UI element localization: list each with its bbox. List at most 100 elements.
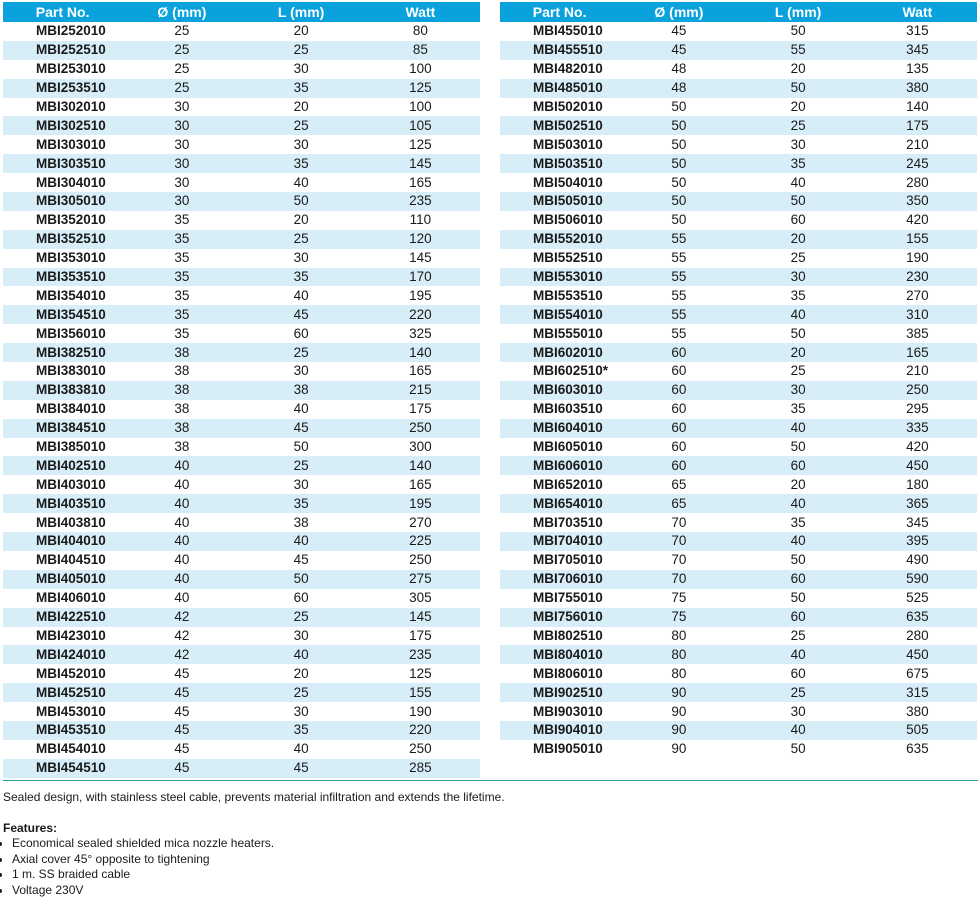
part-number: MBI385010 <box>3 438 122 457</box>
cell: 20 <box>242 22 361 41</box>
cell: 50 <box>619 154 738 173</box>
cell: 35 <box>242 268 361 287</box>
cell: 40 <box>122 570 241 589</box>
cell: 675 <box>858 664 977 683</box>
part-number: MBI354510 <box>3 305 122 324</box>
cell: 35 <box>122 324 241 343</box>
cell: 210 <box>858 135 977 154</box>
part-number: MBI603510 <box>500 400 619 419</box>
header-cell: L (mm) <box>739 2 858 22</box>
cell: 35 <box>739 400 858 419</box>
part-number: MBI553010 <box>500 268 619 287</box>
part-number: MBI252010 <box>3 22 122 41</box>
cell: 315 <box>858 22 977 41</box>
cell: 60 <box>619 381 738 400</box>
part-number: MBI704010 <box>500 532 619 551</box>
cell: 20 <box>739 475 858 494</box>
cell: 30 <box>242 475 361 494</box>
cell: 40 <box>122 513 241 532</box>
feature-item: 1 m. SS braided cable <box>12 867 274 883</box>
cell: 25 <box>739 362 858 381</box>
cell: 20 <box>739 230 858 249</box>
cell: 270 <box>361 513 480 532</box>
cell: 30 <box>739 702 858 721</box>
part-number: MBI383010 <box>3 362 122 381</box>
cell: 120 <box>361 230 480 249</box>
cell: 38 <box>122 343 241 362</box>
cell: 40 <box>739 173 858 192</box>
cell: 38 <box>242 513 361 532</box>
cell: 30 <box>242 702 361 721</box>
cell: 235 <box>361 645 480 664</box>
cell: 305 <box>361 589 480 608</box>
part-number: MBI806010 <box>500 664 619 683</box>
part-number: MBI652010 <box>500 475 619 494</box>
part-number: MBI455510 <box>500 41 619 60</box>
part-number: MBI455010 <box>500 22 619 41</box>
cell: 60 <box>619 419 738 438</box>
cell: 40 <box>739 305 858 324</box>
cell: 40 <box>739 645 858 664</box>
cell: 40 <box>242 645 361 664</box>
cell: 30 <box>122 154 241 173</box>
cell: 155 <box>361 683 480 702</box>
cell: 490 <box>858 551 977 570</box>
cell: 145 <box>361 154 480 173</box>
part-number: MBI252510 <box>3 41 122 60</box>
cell: 25 <box>242 608 361 627</box>
cell: 90 <box>619 740 738 759</box>
cell: 165 <box>361 362 480 381</box>
cell: 70 <box>619 513 738 532</box>
cell: 295 <box>858 400 977 419</box>
cell: 250 <box>361 551 480 570</box>
cell: 50 <box>619 98 738 117</box>
cell: 50 <box>619 135 738 154</box>
part-number: MBI402510 <box>3 456 122 475</box>
part-number: MBI804010 <box>500 645 619 664</box>
cell: 125 <box>361 79 480 98</box>
part-number: MBI602510* <box>500 362 619 381</box>
cell: 590 <box>858 570 977 589</box>
cell: 30 <box>122 173 241 192</box>
part-number: MBI424010 <box>3 645 122 664</box>
cell: 155 <box>858 230 977 249</box>
part-number: MBI303010 <box>3 135 122 154</box>
part-number: MBI384510 <box>3 419 122 438</box>
cell: 80 <box>619 645 738 664</box>
cell: 45 <box>122 683 241 702</box>
part-number: MBI502510 <box>500 116 619 135</box>
part-number: MBI354010 <box>3 286 122 305</box>
part-number: MBI485010 <box>500 79 619 98</box>
cell: 45 <box>619 41 738 60</box>
cell: 365 <box>858 494 977 513</box>
part-number: MBI352010 <box>3 211 122 230</box>
header-cell: Part No. <box>500 2 619 22</box>
cell: 38 <box>122 381 241 400</box>
part-number: MBI606010 <box>500 456 619 475</box>
cell: 60 <box>619 400 738 419</box>
part-number: MBI904010 <box>500 721 619 740</box>
cell: 25 <box>242 230 361 249</box>
part-number: MBI382510 <box>3 343 122 362</box>
cell: 42 <box>122 627 241 646</box>
part-number: MBI454010 <box>3 740 122 759</box>
